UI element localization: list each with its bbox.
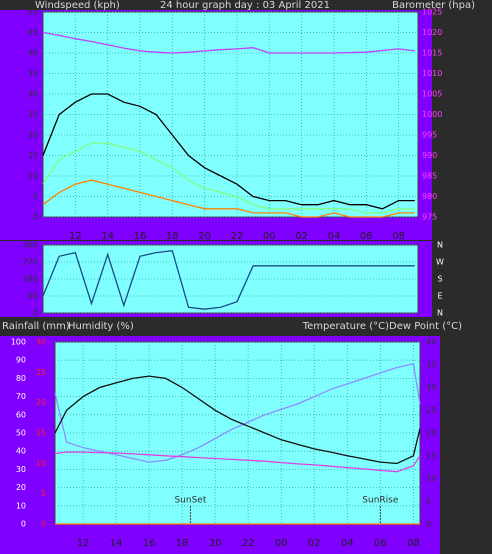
y-tick-label: 50 [28,8,38,17]
y2-tick-label: 0 [426,520,431,529]
y3-tick-label: 0 [41,520,46,529]
y-tick-label: 20 [28,131,38,140]
y2-tick-label: 10 [426,474,436,483]
y2-tick-label: 985 [422,172,437,181]
y2-tick-label: W [436,258,444,267]
y-tick-label: 180 [23,275,38,284]
x-tick-label: 08 [407,538,420,549]
series-line [54,375,421,465]
y-tick-label: 40 [28,49,38,58]
y3-tick-label: 20 [36,398,46,407]
x-tick-label: 08 [392,231,405,242]
y-axis-label: Windspeed (kph) [35,0,120,11]
y2-tick-label: N [437,241,443,250]
x-tick-label: 12 [69,231,82,242]
y-tick-label: 5 [33,192,38,201]
y-tick-label: 15 [28,151,38,160]
series-line [42,249,415,310]
y2-tick-label: N [437,309,443,318]
y2-tick-label: 1025 [422,8,442,17]
y3-tick-label: 15 [36,429,46,438]
series-line [42,93,415,210]
y3-tick-label: 10 [36,459,46,468]
x-tick-label: 14 [110,538,123,549]
y2-tick-label: 1000 [422,110,442,119]
y2-tick-label: 5 [426,497,431,506]
x-tick-label: 06 [360,231,373,242]
y2-tick-label: 1010 [422,69,442,78]
y-axis-label: Humidity (%) [68,321,134,332]
y-tick-label: 30 [28,90,38,99]
annotation: SunRise [362,496,399,506]
y-tick-label: 0 [33,213,38,222]
y2-tick-label: 995 [422,131,437,140]
y2-tick-label: 990 [422,151,437,160]
series-line [54,363,421,463]
y2-tick-label: 30 [426,383,436,392]
x-tick-label: 18 [176,538,189,549]
y-tick-label: 45 [28,28,38,37]
y2-tick-label: 35 [426,360,436,369]
x-tick-label: 02 [295,231,308,242]
y-tick-label: 360 [23,241,38,250]
annotation: SunSet [174,496,206,506]
y-tick-label: 60 [16,410,26,419]
y2-axis-label: Barometer (hpa) [392,0,475,11]
y-tick-label: 0 [21,520,26,529]
y-tick-label: 0 [33,309,38,318]
y2-tick-label: 1015 [422,49,442,58]
y-tick-label: 10 [16,501,26,510]
y-tick-label: 20 [16,483,26,492]
y2-tick-label: S [437,275,442,284]
y2-tick-label: 975 [422,213,437,222]
y3-tick-label: 30 [36,338,46,347]
y3-tick-label: 25 [36,368,46,377]
y-tick-label: 40 [16,447,26,456]
series-line [54,451,421,473]
y-tick-label: 50 [16,429,26,438]
y2-tick-label: 980 [422,192,437,201]
series-line [42,31,415,54]
x-tick-label: 02 [308,538,321,549]
x-tick-label: 12 [77,538,90,549]
y-tick-label: 80 [16,374,26,383]
x-tick-label: 22 [242,538,255,549]
x-tick-label: 04 [341,538,354,549]
y-tick-label: 10 [28,172,38,181]
x-tick-label: 04 [328,231,341,242]
y-tick-label: 35 [28,69,38,78]
series-line [42,142,415,214]
x-tick-label: 06 [374,538,387,549]
y3-tick-label: 5 [41,489,46,498]
y-tick-label: 30 [16,465,26,474]
y2-tick-label: 20 [426,429,436,438]
y-tick-label: 25 [28,110,38,119]
y-tick-label: 90 [28,292,38,301]
x-tick-label: 18 [166,231,179,242]
y2-tick-label: 15 [426,451,436,460]
y-tick-label: 100 [11,338,26,347]
y2-tick-label: 1005 [422,90,442,99]
y-tick-label: 90 [16,356,26,365]
chart-title: 24 hour graph day : 03 April 2021 [160,0,330,11]
y2-tick-label: 40 [426,338,436,347]
x-tick-label: 16 [134,231,147,242]
x-tick-label: 14 [101,231,114,242]
y2-tick-label: 1020 [422,28,442,37]
y2-tick-label: E [437,292,442,301]
x-tick-label: 00 [263,231,276,242]
y-tick-label: 70 [16,392,26,401]
y-tick-label: 270 [23,258,38,267]
x-tick-label: 00 [275,538,288,549]
x-tick-label: 20 [209,538,222,549]
x-tick-label: 16 [143,538,156,549]
y3-axis-label: Rainfall (mm) [2,321,70,332]
y2-axis-label: Temperature (°C)Dew Point (°C) [302,321,462,332]
x-tick-label: 20 [198,231,211,242]
x-tick-label: 22 [231,231,244,242]
y2-tick-label: 25 [426,406,436,415]
series-line [42,179,415,218]
